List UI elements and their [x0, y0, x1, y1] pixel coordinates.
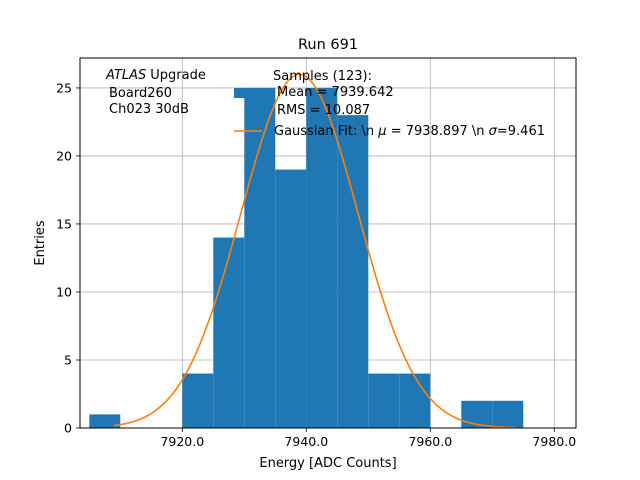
histogram-bars [89, 87, 524, 429]
y-tick-label: 20 [56, 148, 72, 163]
x-tick-label: 7940.0 [284, 434, 328, 449]
x-tick-label: 7960.0 [408, 434, 452, 449]
histogram-bar [492, 400, 524, 428]
plot-frame [79, 57, 577, 429]
y-tick-label: 10 [56, 284, 72, 299]
x-tick-label: 7920.0 [160, 434, 204, 449]
channel-label: Ch023 30dB [109, 102, 189, 117]
histogram-bar [213, 237, 245, 428]
y-tick-label: 15 [56, 216, 72, 231]
legend-fit-label: Gaussian Fit: \n μ = 7938.897 \n σ=9.461 [274, 124, 545, 139]
histogram-bar [244, 87, 276, 429]
histogram-bar [275, 169, 307, 428]
legend-samples-mean: Mean = 7939.642 [277, 85, 394, 100]
histogram-bar [89, 414, 121, 428]
histogram-bar [337, 115, 369, 428]
legend-samples-title: Samples (123): [273, 69, 372, 84]
histogram-bar [182, 373, 214, 428]
legend-samples-rms: RMS = 10.087 [277, 103, 370, 118]
y-tick-label: 0 [64, 421, 72, 436]
x-axis-label: Energy [ADC Counts] [259, 456, 396, 471]
histogram-bar [306, 87, 338, 429]
y-tick-label: 5 [64, 352, 72, 367]
x-axis-ticks: 7920.0 7940.0 7960.0 7980.0 [160, 428, 576, 449]
legend: Samples (123): Mean = 7939.642 RMS = 10.… [234, 69, 545, 139]
y-axis-label: Entries [33, 220, 48, 266]
histogram-bar [461, 400, 493, 428]
atlas-label: ATLAS Upgrade [105, 68, 206, 83]
gaussian-fit-curve [113, 73, 518, 429]
atlas-annotation: ATLAS Upgrade Board260 Ch023 30dB [105, 68, 206, 117]
board-label: Board260 [109, 86, 172, 101]
x-tick-label: 7980.0 [532, 434, 576, 449]
legend-samples-swatch [234, 88, 262, 98]
y-tick-label: 25 [56, 80, 72, 95]
histogram-bar [399, 373, 431, 428]
y-axis-ticks: 0 5 10 15 20 25 [56, 80, 80, 436]
chart-title: Run 691 [298, 37, 358, 53]
histogram-bar [368, 373, 400, 428]
